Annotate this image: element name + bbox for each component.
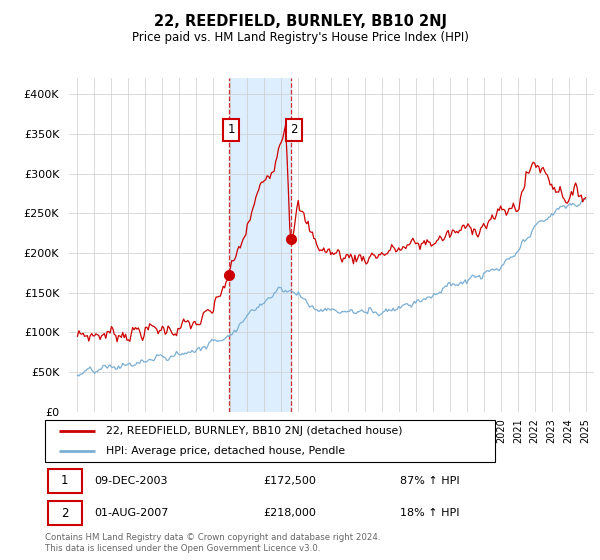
- FancyBboxPatch shape: [45, 420, 495, 462]
- Text: Contains HM Land Registry data © Crown copyright and database right 2024.
This d: Contains HM Land Registry data © Crown c…: [45, 533, 380, 553]
- Text: £172,500: £172,500: [263, 476, 316, 486]
- FancyBboxPatch shape: [48, 501, 82, 525]
- Text: 87% ↑ HPI: 87% ↑ HPI: [400, 476, 460, 486]
- Text: 1: 1: [61, 474, 68, 487]
- Text: Price paid vs. HM Land Registry's House Price Index (HPI): Price paid vs. HM Land Registry's House …: [131, 31, 469, 44]
- Text: 22, REEDFIELD, BURNLEY, BB10 2NJ: 22, REEDFIELD, BURNLEY, BB10 2NJ: [154, 14, 446, 29]
- Text: 22, REEDFIELD, BURNLEY, BB10 2NJ (detached house): 22, REEDFIELD, BURNLEY, BB10 2NJ (detach…: [106, 426, 402, 436]
- Text: 2: 2: [61, 507, 68, 520]
- Text: £218,000: £218,000: [263, 508, 316, 518]
- Text: HPI: Average price, detached house, Pendle: HPI: Average price, detached house, Pend…: [106, 446, 345, 456]
- Bar: [229, 78, 290, 412]
- Text: 01-AUG-2007: 01-AUG-2007: [94, 508, 169, 518]
- Text: 1: 1: [227, 123, 235, 137]
- FancyBboxPatch shape: [48, 469, 82, 493]
- Text: 2: 2: [290, 123, 298, 137]
- Text: 18% ↑ HPI: 18% ↑ HPI: [400, 508, 460, 518]
- Text: 09-DEC-2003: 09-DEC-2003: [94, 476, 167, 486]
